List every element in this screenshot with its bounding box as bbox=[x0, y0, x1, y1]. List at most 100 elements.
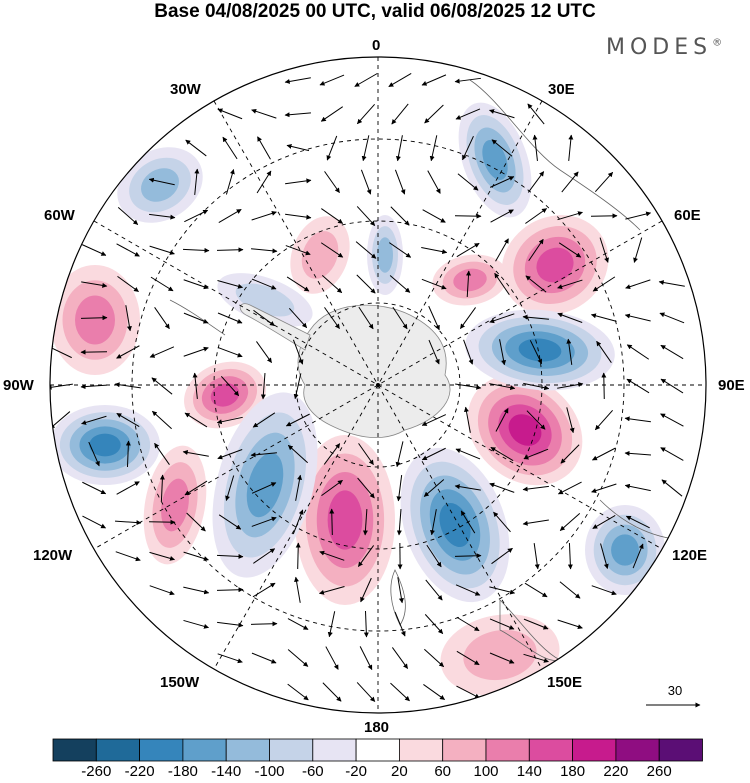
wind-vector bbox=[149, 346, 175, 358]
wind-vector bbox=[321, 479, 343, 497]
wind-vector bbox=[217, 653, 243, 664]
wind-vector bbox=[251, 210, 277, 221]
wind-vector bbox=[117, 207, 139, 225]
map-boundary bbox=[49, 56, 707, 714]
wind-vector bbox=[427, 170, 441, 194]
wind-vector bbox=[499, 339, 507, 366]
wind-vector bbox=[324, 171, 340, 194]
wind-vector bbox=[284, 112, 311, 118]
wind-vector bbox=[421, 414, 447, 426]
wind-vector bbox=[356, 206, 376, 226]
wind-vector bbox=[557, 619, 583, 630]
wind-vector bbox=[225, 169, 235, 195]
wind-vector bbox=[329, 508, 335, 536]
wind-vector bbox=[288, 307, 308, 329]
wind-vector bbox=[397, 577, 404, 604]
wind-vector bbox=[325, 646, 339, 670]
wind-vector bbox=[568, 134, 574, 161]
wind-vector bbox=[80, 315, 108, 321]
wind-vector bbox=[633, 237, 643, 263]
wind-vector bbox=[184, 412, 208, 428]
wind-vector bbox=[494, 272, 510, 296]
wind-vector bbox=[596, 340, 612, 363]
wind-vector bbox=[424, 104, 444, 124]
wind-vector bbox=[251, 516, 277, 527]
colorbar-tick-label: 180 bbox=[560, 763, 586, 780]
wind-vector bbox=[251, 108, 277, 119]
wind-vector bbox=[523, 653, 549, 663]
antarctica-land bbox=[297, 304, 451, 438]
wind-vector bbox=[251, 248, 278, 254]
lon-label-120e: 120E bbox=[672, 547, 708, 564]
wind-vector bbox=[50, 383, 73, 390]
wind-vector bbox=[395, 441, 404, 468]
wind-vector bbox=[324, 307, 340, 330]
wind-vector bbox=[422, 209, 446, 223]
colorbar-tick-label: 220 bbox=[603, 763, 629, 780]
anomaly-contour bbox=[89, 433, 121, 457]
colorbar-tick-label: -260 bbox=[81, 763, 112, 780]
wind-vector bbox=[489, 618, 515, 630]
colorbar-tick-label: 60 bbox=[434, 763, 452, 780]
wind-vector bbox=[390, 682, 410, 702]
lon-label-150w: 150W bbox=[160, 674, 200, 691]
wind-vector bbox=[594, 409, 614, 431]
wind-vector bbox=[395, 135, 403, 162]
wind-vector bbox=[294, 576, 301, 603]
wind-vector bbox=[466, 270, 472, 298]
wind-vector bbox=[489, 586, 516, 595]
wind-vector bbox=[559, 513, 581, 531]
wind-vector bbox=[600, 543, 609, 570]
colorbar-bin bbox=[572, 738, 617, 762]
wind-vectors bbox=[50, 72, 685, 702]
wind-vector bbox=[319, 585, 345, 595]
wind-vector bbox=[489, 482, 515, 493]
wind-vector bbox=[428, 305, 440, 331]
wind-vector bbox=[326, 135, 338, 161]
wind-vector bbox=[80, 384, 108, 390]
wind-vector bbox=[117, 275, 139, 293]
wind-vector bbox=[525, 208, 548, 224]
wind-vector bbox=[626, 378, 650, 394]
wind-vector bbox=[216, 553, 244, 559]
colorbar-bin bbox=[398, 738, 444, 762]
wind-vector bbox=[491, 547, 513, 565]
wind-vector bbox=[321, 275, 343, 293]
wind-vector bbox=[489, 652, 515, 664]
wind-vector bbox=[361, 135, 370, 162]
colorbar-tick-label: 140 bbox=[516, 763, 542, 780]
wind-vector bbox=[360, 169, 372, 195]
wind-vector bbox=[455, 448, 481, 460]
anomaly-contour bbox=[210, 383, 240, 407]
colorbar-tick-label: -180 bbox=[167, 763, 198, 780]
wind-vector bbox=[532, 134, 538, 161]
wind-vector bbox=[455, 383, 482, 390]
wind-vector bbox=[455, 108, 481, 120]
wind-vector bbox=[320, 242, 344, 258]
wind-vector bbox=[456, 650, 480, 666]
wind-vector bbox=[250, 452, 277, 458]
wind-vector bbox=[152, 410, 172, 430]
colorbar-tick-label: 20 bbox=[391, 763, 408, 780]
wind-vector bbox=[216, 587, 244, 593]
wind-vector bbox=[455, 584, 481, 596]
wind-vector bbox=[182, 247, 210, 253]
wind-vector bbox=[149, 213, 176, 220]
wind-vector bbox=[319, 74, 345, 86]
wind-vector bbox=[284, 77, 311, 84]
wind-vector bbox=[457, 173, 479, 191]
wind-vector bbox=[319, 550, 345, 561]
wind-vector bbox=[81, 415, 107, 425]
wind-vector bbox=[217, 312, 243, 324]
wind-vector bbox=[322, 682, 342, 702]
colorbar-tick-label: -220 bbox=[124, 763, 155, 780]
antarctic-peninsula bbox=[239, 303, 311, 351]
wind-vector bbox=[217, 108, 243, 120]
wind-vector bbox=[660, 447, 684, 461]
wind-vector bbox=[394, 611, 406, 637]
wind-vector bbox=[460, 510, 476, 534]
wind-vector bbox=[462, 135, 474, 161]
anomaly-field bbox=[50, 102, 665, 696]
colorbar-bin bbox=[658, 738, 703, 762]
colorbar bbox=[52, 738, 703, 762]
